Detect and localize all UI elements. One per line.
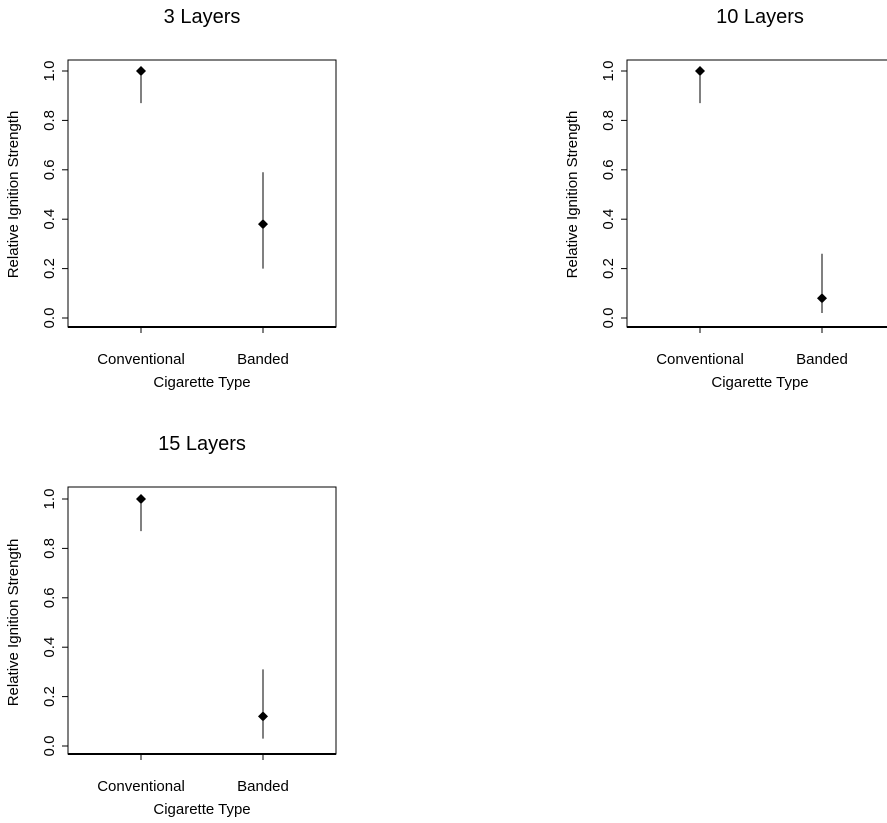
x-tick-label: Conventional <box>656 351 744 368</box>
chart-title: 10 Layers <box>716 6 804 28</box>
x-tick-label: Banded <box>237 351 289 368</box>
y-tick-label: 0.8 <box>41 110 58 131</box>
x-tick-label: Conventional <box>97 351 185 368</box>
x-tick-label: Banded <box>796 351 848 368</box>
y-axis-label: Relative Ignition Strength <box>5 539 22 707</box>
y-tick-label: 0.4 <box>600 209 617 230</box>
y-tick-label: 0.8 <box>600 110 617 131</box>
y-tick-label: 0.2 <box>41 258 58 279</box>
y-tick-label: 0.2 <box>600 258 617 279</box>
y-tick-label: 0.8 <box>41 538 58 559</box>
data-point-conventional <box>136 494 146 504</box>
x-tick-label: Conventional <box>97 778 185 795</box>
x-axis-label: Cigarette Type <box>153 801 250 818</box>
chart-panel-2: 10 Layers 0.0 0.2 0.4 0.6 0.8 1.0 Relative Igni… <box>564 6 887 391</box>
data-point-banded <box>258 711 268 722</box>
chart-panel-1: 3 Layers 0.0 0.2 0.4 0.6 0.8 1.0 Relative Ignit… <box>5 6 337 391</box>
y-tick-label: 0.6 <box>41 159 58 180</box>
data-point-conventional <box>136 66 146 76</box>
y-tick-label: 0.4 <box>41 637 58 658</box>
y-tick-label: 0.0 <box>41 308 58 329</box>
y-tick-label: 0.2 <box>41 686 58 707</box>
chart-title: 15 Layers <box>158 433 246 455</box>
y-tick-label: 1.0 <box>41 61 58 82</box>
y-axis-label: Relative Ignition Strength <box>5 111 22 279</box>
chart-title: 3 Layers <box>164 6 241 28</box>
data-point-banded <box>817 293 827 304</box>
y-tick-label: 1.0 <box>600 61 617 82</box>
y-tick-label: 1.0 <box>41 489 58 510</box>
y-tick-label: 0.4 <box>41 209 58 230</box>
x-tick-label: Banded <box>237 778 289 795</box>
x-axis-label: Cigarette Type <box>153 374 250 391</box>
x-axis-label: Cigarette Type <box>711 374 808 391</box>
y-tick-label: 0.0 <box>600 308 617 329</box>
data-point-banded <box>258 219 268 230</box>
y-tick-label: 0.6 <box>600 159 617 180</box>
data-point-conventional <box>695 66 705 76</box>
plot-frame <box>67 486 337 755</box>
y-tick-label: 0.0 <box>41 736 58 757</box>
chart-panel-3: 15 Layers 0.0 0.2 0.4 0.6 0.8 1.0 Relative Igni… <box>5 433 337 818</box>
y-axis-label: Relative Ignition Strength <box>564 111 581 279</box>
y-tick-label: 0.6 <box>41 587 58 608</box>
plot-frame <box>626 59 887 328</box>
plot-frame <box>67 59 337 328</box>
